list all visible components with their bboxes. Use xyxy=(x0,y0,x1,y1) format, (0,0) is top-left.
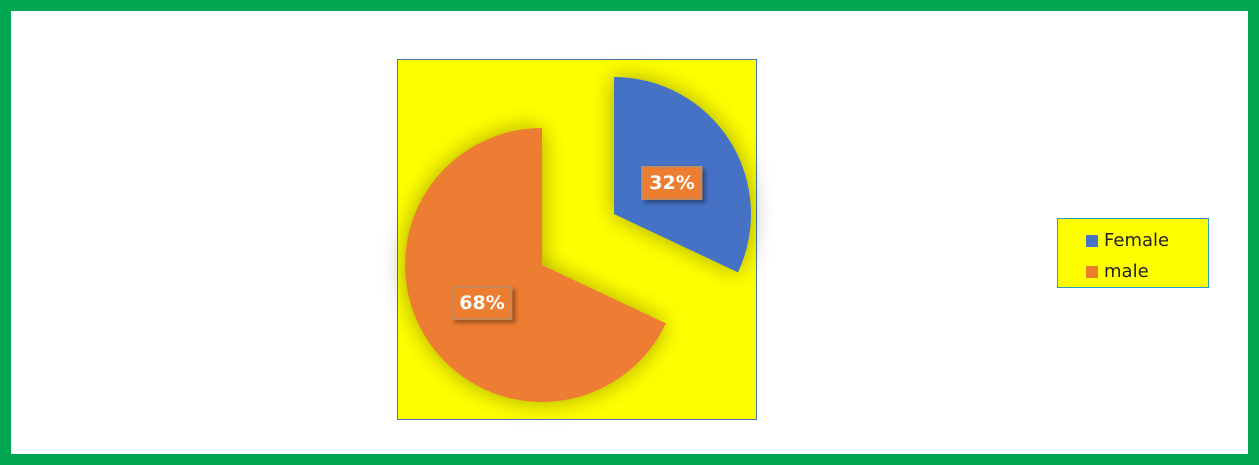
data-label-male: 68% xyxy=(451,286,513,320)
legend-item-female: Female xyxy=(1086,225,1208,256)
legend-swatch xyxy=(1086,265,1098,278)
legend-item-male: male xyxy=(1086,256,1208,287)
data-label-female: 32% xyxy=(641,166,703,200)
legend-swatch xyxy=(1086,234,1098,247)
legend: Female male xyxy=(1057,218,1209,288)
legend-label: male xyxy=(1104,261,1149,282)
plot-area: 32% 68% xyxy=(397,59,757,420)
pie-slice-male xyxy=(404,127,666,403)
pie-chart xyxy=(404,77,751,403)
legend-label: Female xyxy=(1104,230,1170,251)
